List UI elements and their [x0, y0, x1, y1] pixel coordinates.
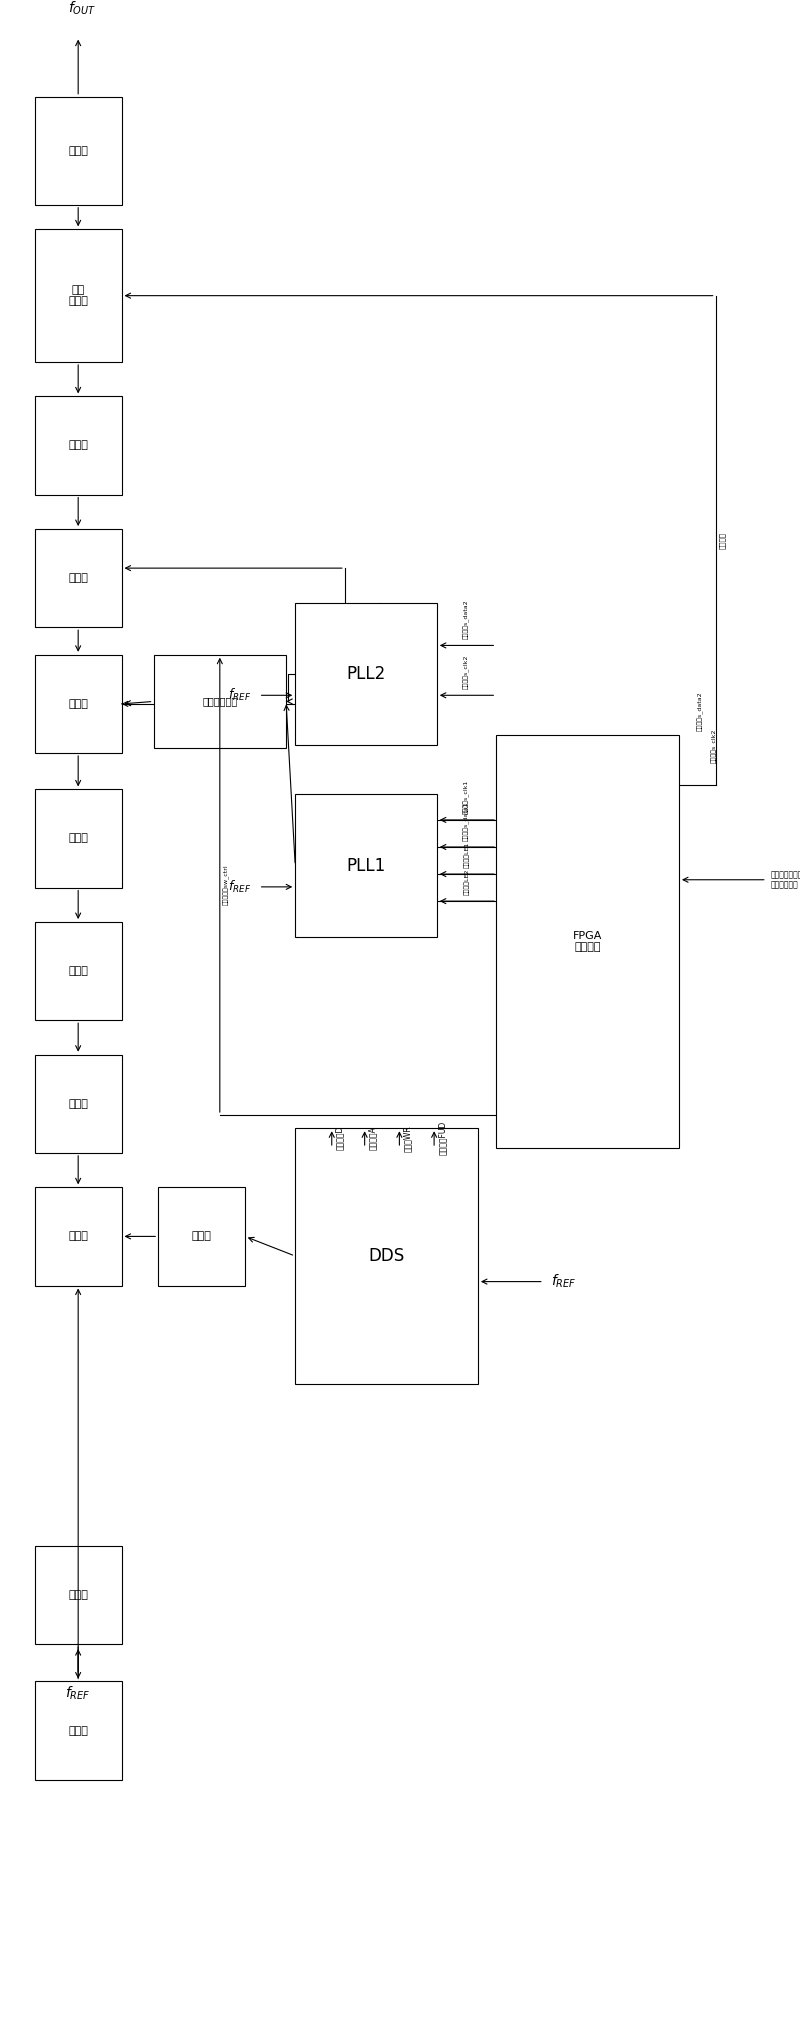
- Text: 串行数据s_data2: 串行数据s_data2: [698, 690, 703, 731]
- Text: 串行数据s_data2: 串行数据s_data2: [463, 601, 470, 639]
- Bar: [34, 397, 122, 495]
- Bar: [34, 529, 122, 627]
- Bar: [34, 96, 122, 206]
- Bar: [295, 1128, 478, 1384]
- Bar: [34, 922, 122, 1020]
- Text: 隔离器: 隔离器: [68, 147, 88, 155]
- Bar: [295, 794, 437, 937]
- Text: 串行时钟s_clk2: 串行时钟s_clk2: [712, 729, 718, 764]
- Bar: [34, 1187, 122, 1285]
- Text: 放大器: 放大器: [68, 440, 88, 450]
- Text: 脉冲
调制器: 脉冲 调制器: [68, 285, 88, 307]
- Bar: [158, 1187, 245, 1285]
- Text: 更新脉冲FUD: 更新脉冲FUD: [438, 1122, 446, 1154]
- Text: 隔离器: 隔离器: [68, 1727, 88, 1735]
- Text: 隔离器: 隔离器: [68, 833, 88, 843]
- Text: 放大器: 放大器: [68, 967, 88, 975]
- Text: 并行地址A: 并行地址A: [368, 1126, 378, 1150]
- Bar: [34, 1545, 122, 1645]
- Text: 串行时钟s_clk2: 串行时钟s_clk2: [463, 656, 470, 690]
- Text: 使能信号LE1: 使能信号LE1: [464, 841, 470, 867]
- Text: 混频器: 混频器: [68, 1232, 88, 1242]
- Bar: [34, 1055, 122, 1152]
- Text: PLL2: PLL2: [346, 666, 386, 682]
- Bar: [295, 603, 437, 745]
- Text: 并行数据D: 并行数据D: [335, 1126, 345, 1150]
- Text: $f_{REF}$: $f_{REF}$: [228, 880, 251, 896]
- Text: 串行时钟s_clk1: 串行时钟s_clk1: [463, 780, 470, 814]
- Text: 写脉冲WR: 写脉冲WR: [403, 1124, 412, 1152]
- Text: 串行数据s_data1: 串行数据s_data1: [463, 802, 470, 841]
- Text: 滤波器: 滤波器: [191, 1232, 211, 1242]
- Text: 混频器: 混频器: [68, 698, 88, 709]
- Bar: [496, 735, 679, 1148]
- Bar: [34, 656, 122, 753]
- Bar: [34, 230, 122, 362]
- Bar: [34, 790, 122, 888]
- Text: 控制脉冲: 控制脉冲: [719, 531, 726, 550]
- Text: 滤波器: 滤波器: [68, 1099, 88, 1110]
- Text: 倍频器: 倍频器: [68, 1590, 88, 1600]
- Text: $f_{REF}$: $f_{REF}$: [228, 688, 251, 702]
- Text: 使能信号LE2: 使能信号LE2: [464, 869, 470, 896]
- Text: PLL1: PLL1: [346, 857, 386, 875]
- Bar: [154, 656, 286, 747]
- Text: DDS: DDS: [369, 1248, 405, 1264]
- Text: FPGA
控制电路: FPGA 控制电路: [573, 930, 602, 953]
- Text: $f_{REF}$: $f_{REF}$: [66, 1684, 91, 1702]
- Text: $f_{OUT}$: $f_{OUT}$: [68, 0, 96, 16]
- Text: 滤波器: 滤波器: [68, 572, 88, 582]
- Bar: [34, 1682, 122, 1779]
- Text: 单刀双掷开关: 单刀双掷开关: [202, 696, 238, 706]
- Text: 外部调制脉冲与
模式控制信号: 外部调制脉冲与 模式控制信号: [770, 869, 800, 890]
- Text: $f_{REF}$: $f_{REF}$: [551, 1272, 577, 1291]
- Text: 开关控制码sw_ctrl: 开关控制码sw_ctrl: [223, 865, 230, 906]
